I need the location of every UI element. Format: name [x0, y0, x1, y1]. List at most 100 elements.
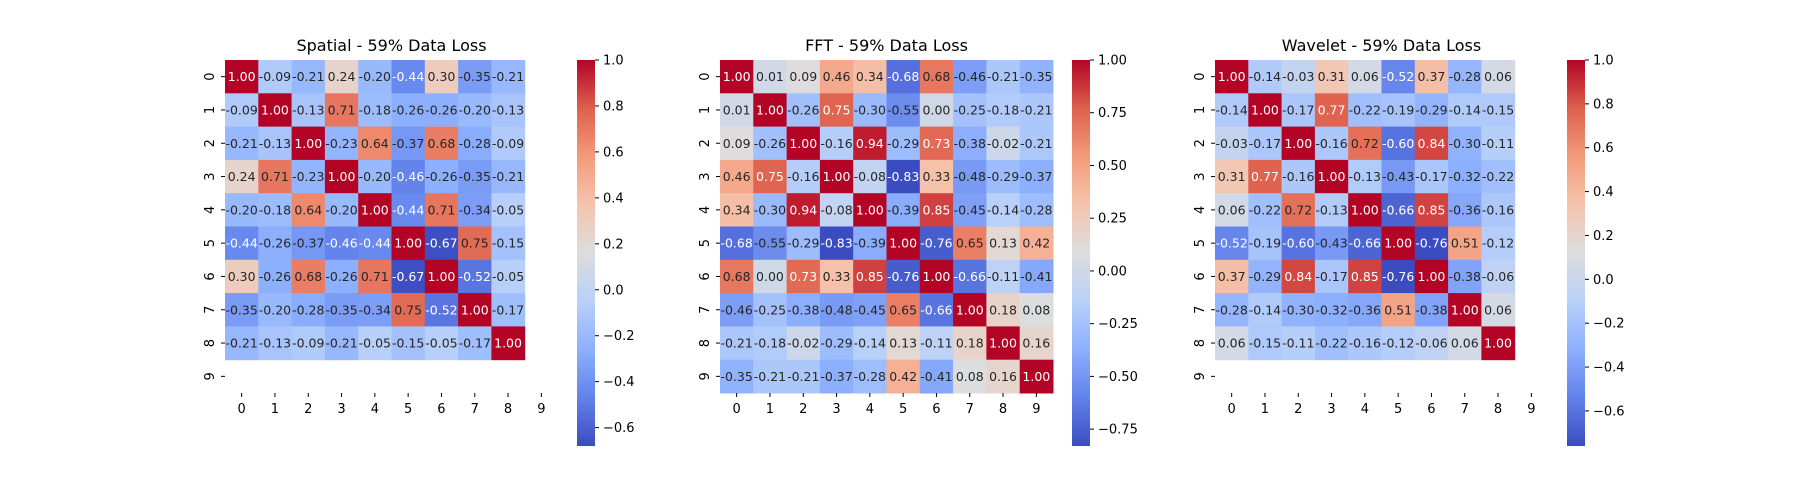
heatmap-cell	[1314, 293, 1349, 327]
heatmap-cell	[458, 326, 492, 361]
cell-value-label: 0.72	[1351, 136, 1379, 151]
heatmap-cell	[1348, 226, 1382, 261]
heatmap-cell	[953, 93, 987, 128]
heatmap-cell	[753, 193, 788, 227]
cell-value-label: -0.19	[1249, 236, 1281, 251]
cell-value-label: -0.14	[1215, 102, 1247, 117]
heatmap-cell	[1019, 226, 1054, 261]
heatmap-cell	[720, 193, 754, 227]
heatmap-cell	[1314, 326, 1349, 361]
cell-value-label: 0.71	[361, 269, 389, 284]
y-tick-label: 0	[203, 73, 218, 81]
cell-value-label: -0.41	[920, 369, 952, 384]
cell-value-label: -0.17	[1415, 169, 1447, 184]
heatmap-cell	[1348, 93, 1382, 128]
cell-value-label: -0.45	[954, 202, 986, 217]
cell-value-label: 1.00	[1484, 336, 1512, 351]
cell-value-label: -0.28	[292, 302, 324, 317]
heatmap-cell	[953, 60, 987, 94]
heatmap-cell	[753, 126, 788, 161]
cell-value-label: -0.14	[854, 336, 886, 351]
cell-value-label: -0.29	[1249, 269, 1281, 284]
cell-value-label: -0.20	[259, 302, 291, 317]
cell-value-label: 1.00	[989, 336, 1017, 351]
heatmap-cell	[886, 159, 921, 194]
cell-value-label: -0.17	[1249, 136, 1281, 151]
heatmap-cell	[225, 259, 259, 294]
heatmap-cell	[786, 159, 821, 194]
cell-value-label: 0.06	[1218, 202, 1246, 217]
cell-value-label: 1.00	[1218, 69, 1246, 84]
heatmap-cell	[1448, 159, 1482, 194]
heatmap-cell	[1281, 193, 1316, 227]
x-tick-label: 4	[371, 402, 379, 417]
cell-value-label: -0.21	[325, 336, 357, 351]
cell-value-label: -0.11	[987, 269, 1019, 284]
heatmap-cell	[358, 60, 392, 94]
heatmap-cell	[1248, 259, 1283, 294]
heatmap-cell	[1215, 126, 1249, 161]
heatmap-cell	[1481, 226, 1516, 261]
cell-value-label: -0.67	[392, 269, 424, 284]
cell-value-label: -0.13	[259, 136, 291, 151]
heatmap-cell	[1414, 259, 1449, 294]
cell-value-label: -0.22	[1349, 102, 1381, 117]
cell-value-label: -0.38	[787, 302, 819, 317]
cell-value-label: -0.30	[1449, 136, 1481, 151]
heatmap-cell	[1481, 293, 1516, 327]
heatmap-cell	[919, 126, 954, 161]
x-tick-label: 2	[1294, 402, 1302, 417]
x-tick-label: 9	[1527, 402, 1535, 417]
heatmap-cell	[258, 159, 293, 194]
heatmap-cell	[258, 259, 293, 294]
cell-value-label: -0.35	[720, 369, 752, 384]
heatmap-title: Wavelet - 59% Data Loss	[1282, 36, 1481, 55]
x-tick-label: 9	[1032, 402, 1040, 417]
cell-value-label: 0.13	[889, 336, 917, 351]
cell-value-label: -0.22	[1315, 336, 1347, 351]
heatmap-cell	[324, 159, 359, 194]
heatmap-cell	[1448, 293, 1482, 327]
cell-value-label: 1.00	[956, 302, 984, 317]
colorbar	[1567, 60, 1585, 446]
cell-value-label: -0.39	[887, 202, 919, 217]
cell-value-label: -0.22	[1249, 202, 1281, 217]
cell-value-label: 0.77	[1318, 102, 1346, 117]
cell-value-label: 1.00	[1351, 202, 1379, 217]
cell-value-label: -0.21	[1020, 102, 1052, 117]
cell-value-label: -0.21	[225, 136, 257, 151]
colorbar-tick-label: 0.8	[603, 99, 624, 114]
cell-value-label: 1.00	[361, 202, 389, 217]
heatmap-cell	[720, 259, 754, 294]
x-tick-label: 9	[537, 402, 545, 417]
cell-value-label: 0.75	[394, 302, 422, 317]
cell-value-label: -0.55	[754, 236, 786, 251]
cell-value-label: -0.44	[392, 69, 424, 84]
heatmap-cell	[324, 326, 359, 361]
heatmap-cell	[424, 93, 459, 128]
cell-value-label: 1.00	[1251, 102, 1279, 117]
heatmap-cell	[1348, 293, 1382, 327]
y-tick-label: 8	[203, 339, 218, 347]
cell-value-label: -0.17	[1315, 269, 1347, 284]
heatmap-cell	[358, 326, 392, 361]
heatmap-cell	[1381, 126, 1416, 161]
heatmap-cell	[853, 60, 887, 94]
heatmap-cell	[1481, 159, 1516, 194]
cell-value-label: 0.71	[261, 169, 289, 184]
colorbar-tick-label: −0.4	[1593, 361, 1625, 376]
cell-value-label: -0.11	[1482, 136, 1514, 151]
cell-value-label: -0.60	[1382, 136, 1414, 151]
heatmap-cell	[1314, 193, 1349, 227]
y-tick-label: 8	[1193, 339, 1208, 347]
cell-value-label: -0.68	[720, 236, 752, 251]
heatmap-cell	[986, 159, 1021, 194]
cell-value-label: -0.37	[292, 236, 324, 251]
heatmap-cell	[424, 293, 459, 327]
heatmap-cell	[358, 93, 392, 128]
cell-value-label: 0.42	[1022, 236, 1050, 251]
cell-value-label: -0.35	[225, 302, 257, 317]
heatmap-cell	[1481, 60, 1516, 94]
cell-value-label: -0.76	[887, 269, 919, 284]
